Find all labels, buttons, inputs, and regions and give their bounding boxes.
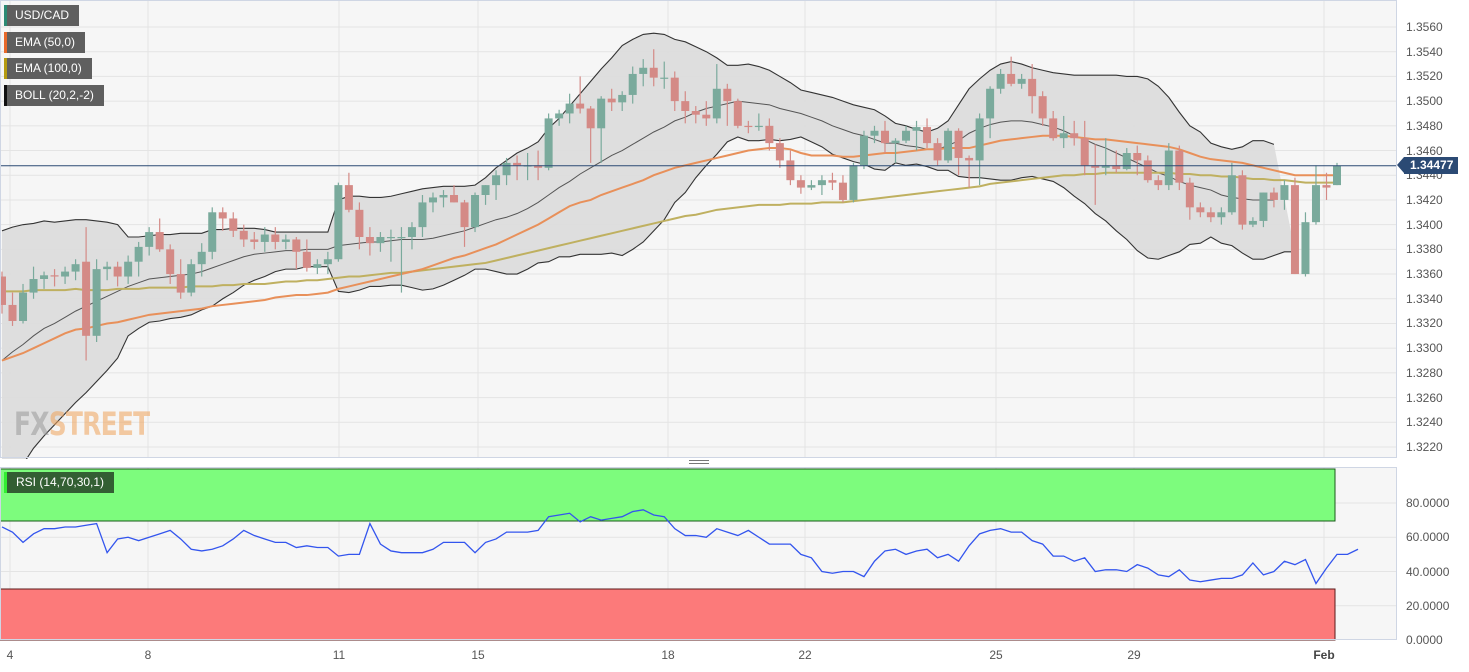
price-axis-label: 1.3540 [1406,44,1443,59]
ema-lines [1,134,1337,362]
price-axis-label: 1.3220 [1406,440,1443,454]
legend-rsi[interactable]: RSI (14,70,30,1) [4,472,115,493]
pane-separator[interactable] [0,459,1469,467]
time-axis-label: 4 [6,648,14,662]
price-axis-label: 1.3500 [1406,94,1443,109]
rsi-axis-label: 20.0000 [1406,598,1450,613]
price-axis-label: 1.3560 [1406,20,1443,34]
price-axis-label: 1.3480 [1406,118,1443,133]
time-axis-label: 15 [471,648,485,662]
price-axis-label: 1.3380 [1406,242,1443,257]
price-axis-label: 1.3360 [1406,267,1443,282]
price-axis-label: 1.3460 [1406,143,1443,158]
legend-ema100-swatch [4,58,7,79]
time-axis-label: 8 [144,648,152,662]
price-pane-frame [0,0,1397,458]
rsi-axis-label: 60.0000 [1406,530,1450,545]
logo-street: STREET [48,405,150,443]
time-axis-label: 18 [661,648,675,662]
candlesticks [0,49,1341,361]
pane-resize-handle[interactable] [689,460,709,467]
time-axis-label: 22 [798,648,812,662]
time-axis-label: 11 [332,648,346,662]
fxstreet-logo: FXSTREET [14,405,150,443]
price-axis-label: 1.3340 [1406,291,1443,306]
logo-fx: FX [14,405,50,443]
rsi-axis-label: 80.0000 [1406,496,1450,510]
legend-symbol-swatch [4,5,7,26]
rsi-axis-label: 0.0000 [1406,633,1443,647]
price-axis-label: 1.3520 [1406,69,1443,84]
time-axis-label: Feb [1313,648,1335,662]
time-axis-label: 25 [989,648,1003,662]
legend-symbol-label: USD/CAD [15,8,70,22]
price-axis-label: 1.3400 [1406,217,1443,232]
legend-symbol[interactable]: USD/CAD [4,5,80,26]
rsi-overbought-zone [0,468,1336,522]
price-axis-label: 1.3300 [1406,341,1443,356]
legend-rsi-swatch [4,472,7,493]
price-axis-label: 1.3260 [1406,390,1443,405]
time-axis-label: 29 [1127,648,1141,662]
legend-bollinger-swatch [4,85,7,106]
legend-bollinger-label: BOLL (20,2,-2) [15,88,94,102]
price-axis-label: 1.3420 [1406,192,1443,207]
legend-rsi-label: RSI (14,70,30,1) [16,475,105,489]
legend-ema100[interactable]: EMA (100,0) [4,58,92,79]
legend-ema50[interactable]: EMA (50,0) [4,32,86,53]
rsi-axis-label: 40.0000 [1406,564,1450,579]
legend-bollinger[interactable]: BOLL (20,2,-2) [4,85,104,106]
current-price-tag: 1.34477 [1396,157,1459,174]
legend-ema100-label: EMA (100,0) [15,61,82,75]
price-axis-label: 1.3280 [1406,365,1443,380]
price-axis-label: 1.3240 [1406,415,1443,430]
rsi-pane-frame [0,467,1397,640]
rsi-line [1,509,1359,585]
price-axis-label: 1.3320 [1406,316,1443,331]
rsi-oversold-zone [0,588,1336,641]
legend-ema50-label: EMA (50,0) [15,35,76,49]
legend-ema50-swatch [4,32,7,53]
